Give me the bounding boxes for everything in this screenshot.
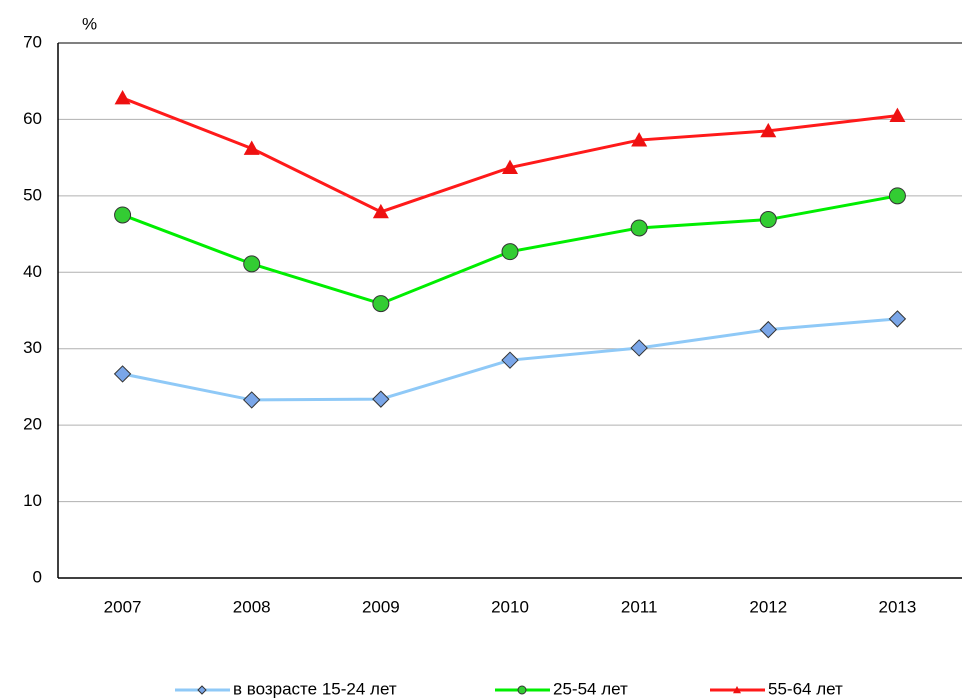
marker <box>114 90 131 105</box>
legend-marker <box>733 686 741 694</box>
marker <box>372 203 389 219</box>
x-tick-label: 2010 <box>491 597 529 616</box>
marker <box>372 390 390 408</box>
marker <box>372 295 390 313</box>
x-tick-label: 2011 <box>621 597 658 616</box>
legend-label: 25-54 лет <box>553 679 628 698</box>
legend-marker <box>197 685 207 695</box>
y-tick-label: 50 <box>23 185 42 204</box>
x-tick-label: 2012 <box>749 597 787 616</box>
y-tick-label: 40 <box>23 262 42 281</box>
marker <box>114 206 132 224</box>
y-tick-label: 20 <box>23 415 42 434</box>
marker <box>760 122 777 138</box>
marker <box>630 339 648 357</box>
y-tick-label: 60 <box>23 109 42 128</box>
marker <box>501 243 519 261</box>
series-line <box>122 96 898 214</box>
marker <box>243 255 261 273</box>
x-tick-label: 2013 <box>879 597 917 616</box>
y-tick-label: 10 <box>23 491 42 510</box>
legend-label: 55-64 лет <box>768 679 843 698</box>
y-tick-label: 30 <box>23 338 42 357</box>
marker <box>889 107 906 123</box>
y-tick-label: 70 <box>23 32 42 51</box>
y-tick-label: 0 <box>33 567 42 586</box>
marker <box>888 310 907 328</box>
marker <box>501 351 519 369</box>
marker <box>630 219 648 237</box>
marker <box>243 140 260 155</box>
x-tick-label: 2007 <box>104 597 142 616</box>
legend-marker <box>517 685 527 695</box>
marker <box>759 320 777 339</box>
marker <box>502 159 518 174</box>
marker <box>631 132 648 147</box>
x-tick-label: 2008 <box>233 597 271 616</box>
marker <box>243 391 261 409</box>
legend-label: в возрасте 15-24 лет <box>233 679 397 698</box>
marker <box>759 211 777 229</box>
x-tick-label: 2009 <box>362 597 400 616</box>
marker <box>113 365 132 383</box>
y-unit: % <box>82 14 97 33</box>
marker <box>888 187 906 205</box>
